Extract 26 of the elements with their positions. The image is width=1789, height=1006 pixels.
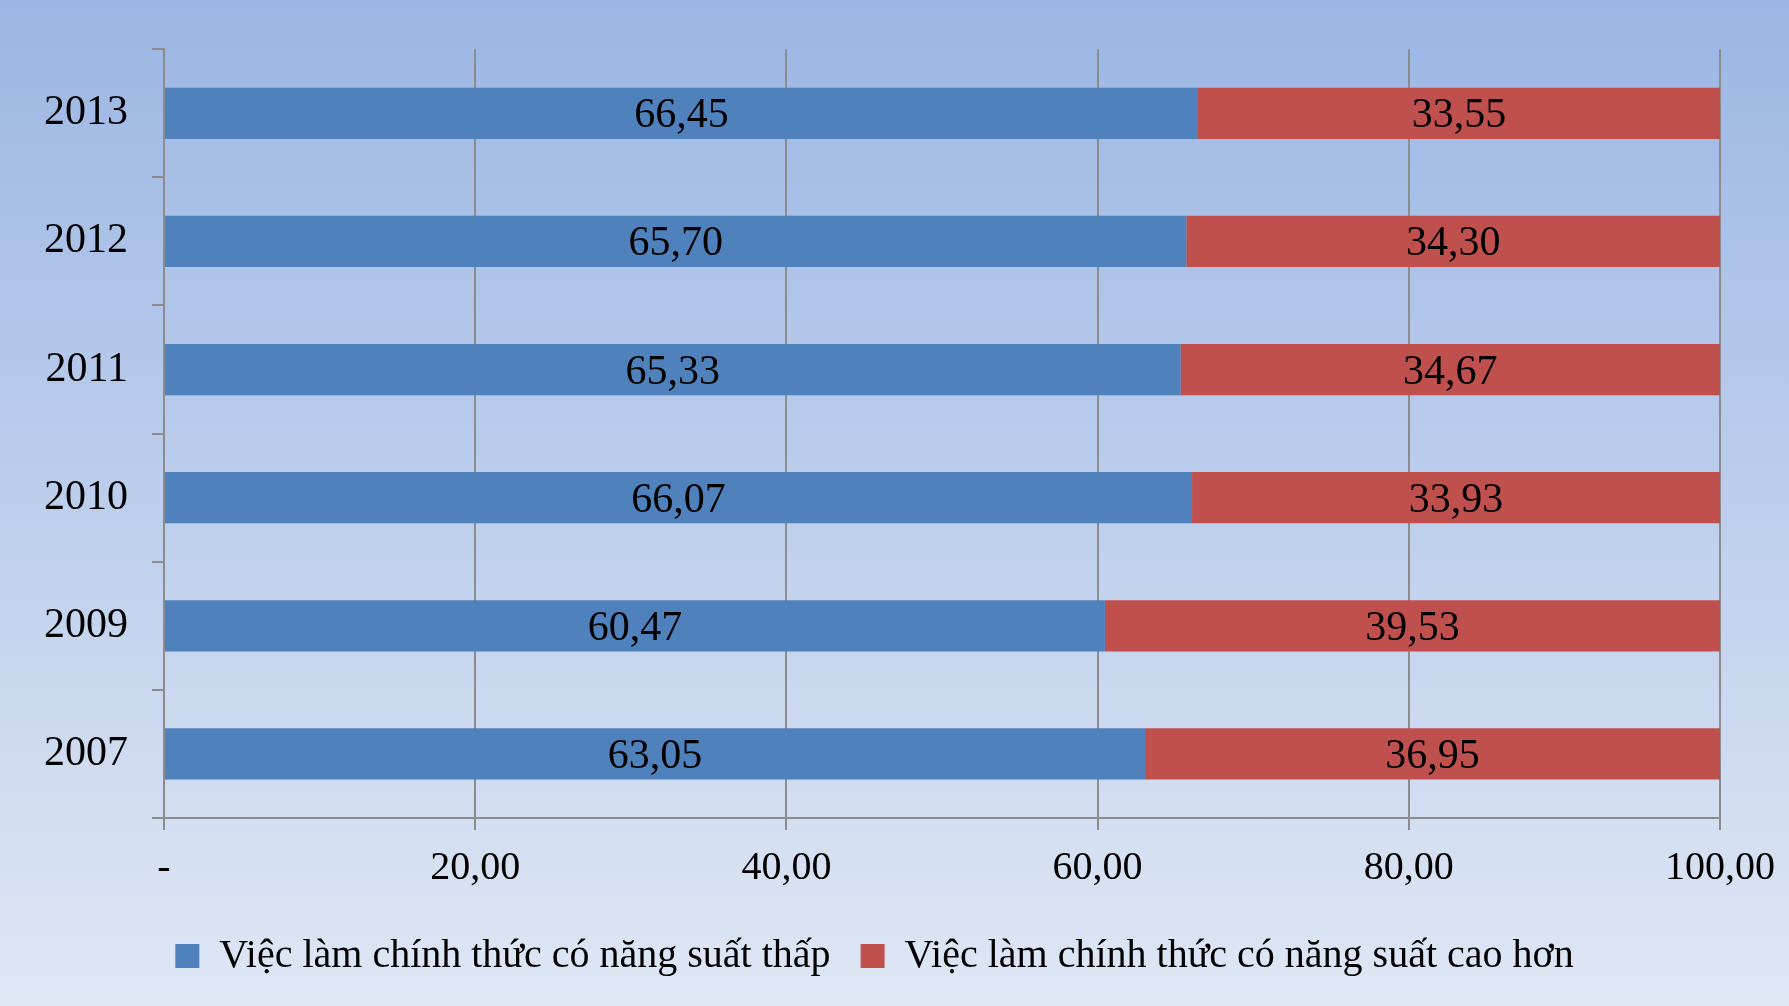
x-tick-label: 40,00	[741, 842, 832, 888]
data-label: 63,05	[607, 730, 703, 777]
legend-label: Việc làm chính thức có năng suất thấp	[219, 930, 831, 976]
data-label: 66,07	[631, 474, 726, 521]
x-tick-label: 60,00	[1052, 842, 1143, 888]
y-tick-label: 2010	[44, 471, 128, 518]
data-label: 39,53	[1365, 602, 1460, 649]
data-label: 34,30	[1405, 218, 1501, 265]
y-tick-label: 2011	[45, 343, 128, 390]
y-tick-label: 2007	[44, 727, 128, 774]
legend-label: Việc làm chính thức có năng suất cao hơn	[904, 930, 1574, 976]
data-label: 60,47	[587, 602, 683, 649]
data-label: 36,95	[1385, 730, 1480, 777]
data-label: 65,33	[625, 346, 721, 393]
data-label: 33,93	[1408, 474, 1504, 521]
y-tick-label: 2009	[44, 599, 128, 646]
y-tick-label: 2012	[44, 215, 128, 262]
x-tick-label: 100,00	[1665, 842, 1775, 888]
x-tick-label: 80,00	[1363, 842, 1454, 888]
data-label: 33,55	[1411, 90, 1507, 137]
y-tick-label: 2013	[44, 87, 128, 134]
data-label: 34,67	[1403, 346, 1498, 393]
data-label: 66,45	[634, 90, 729, 137]
x-tick-label: 20,00	[430, 842, 521, 888]
data-label: 65,70	[628, 218, 723, 265]
x-tick-label: -	[157, 842, 171, 888]
